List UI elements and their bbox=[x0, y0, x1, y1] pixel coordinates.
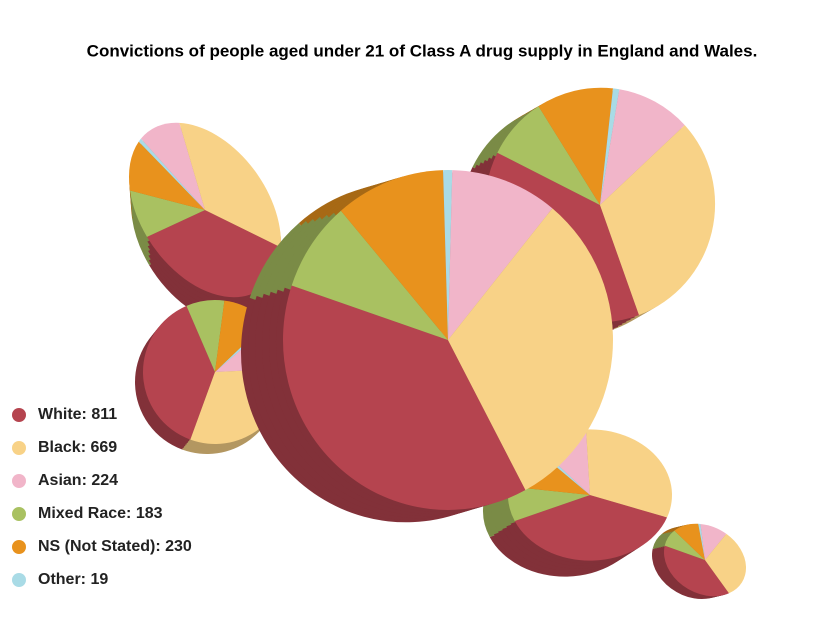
pie bbox=[652, 523, 746, 600]
pie-slice bbox=[448, 208, 613, 491]
legend-label: Mixed Race: 183 bbox=[38, 505, 163, 522]
legend-label: White: 811 bbox=[38, 406, 117, 423]
pie-slice bbox=[664, 545, 729, 597]
pie-slice bbox=[130, 190, 205, 237]
pie-slice bbox=[443, 170, 453, 340]
pie-slice bbox=[283, 285, 526, 510]
pie bbox=[241, 170, 613, 523]
pie-slice bbox=[508, 486, 590, 521]
legend-label: Black: 669 bbox=[38, 439, 117, 456]
legend-swatch bbox=[12, 540, 26, 554]
pie-slice bbox=[674, 523, 705, 560]
pie-slice bbox=[146, 210, 281, 298]
legend-swatch bbox=[12, 573, 26, 587]
pie-slice bbox=[538, 87, 614, 205]
pie-slice bbox=[138, 138, 205, 210]
pie-slice bbox=[705, 533, 746, 594]
pie-slice bbox=[179, 122, 281, 248]
legend: White: 811 Black: 669 Asian: 224 Mixed Race… bbox=[12, 406, 192, 588]
pie bbox=[128, 122, 284, 326]
chart-title: Convictions of people aged under 21 of C… bbox=[87, 41, 758, 60]
pie-slice bbox=[700, 523, 727, 560]
pie-slice bbox=[128, 141, 205, 210]
pie-slice bbox=[514, 495, 668, 561]
legend-label: NS (Not Stated): 230 bbox=[38, 538, 192, 555]
pie-slice bbox=[600, 89, 685, 205]
legend-swatch bbox=[12, 474, 26, 488]
pie-slice bbox=[600, 125, 716, 316]
pie-slice bbox=[340, 170, 448, 340]
pie-slice bbox=[291, 210, 448, 340]
legend-swatch bbox=[12, 507, 26, 521]
pie-slice bbox=[186, 300, 225, 372]
pie-slice bbox=[448, 170, 553, 340]
pie-slice bbox=[600, 88, 620, 205]
legend-label: Asian: 224 bbox=[38, 472, 118, 489]
pies bbox=[128, 87, 746, 600]
pie-slice bbox=[140, 122, 205, 210]
pie-slice bbox=[497, 106, 600, 205]
legend-swatch bbox=[12, 408, 26, 422]
pie-slice bbox=[143, 305, 215, 440]
legend-swatch bbox=[12, 441, 26, 455]
pie-slice bbox=[664, 530, 705, 560]
pie-slice bbox=[586, 429, 672, 518]
legend-label: Other: 19 bbox=[38, 571, 108, 588]
